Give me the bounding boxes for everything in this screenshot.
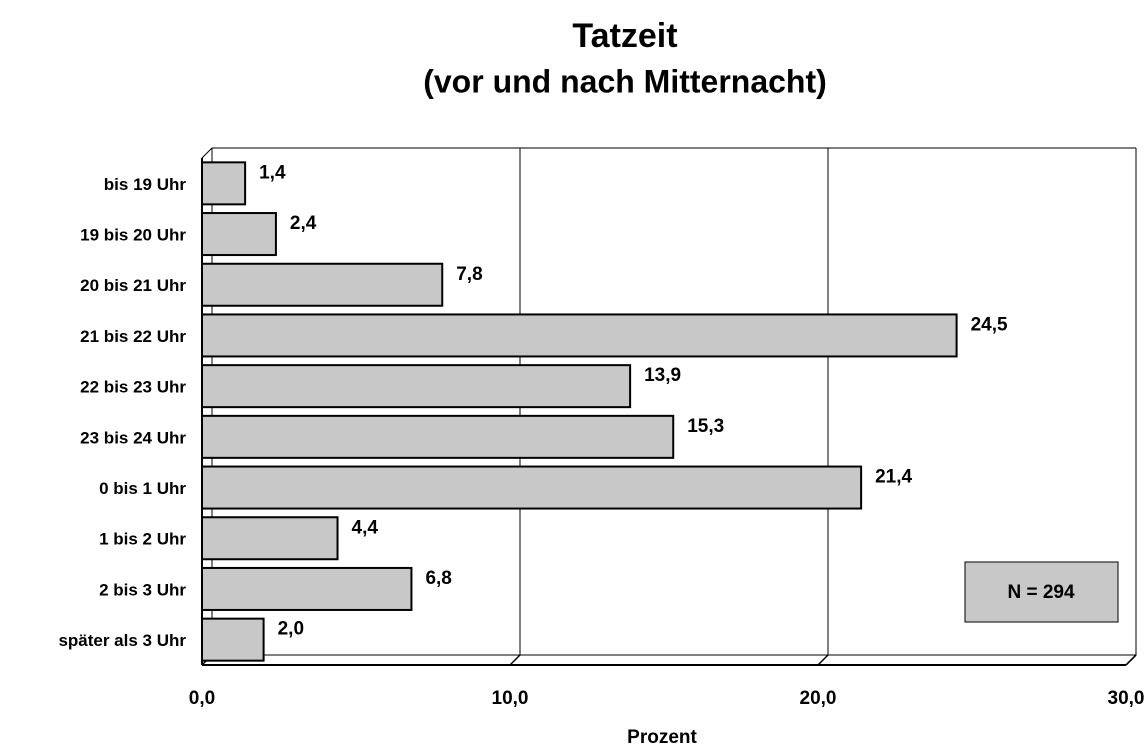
y-tick-label: 0 bis 1 Uhr [99, 479, 186, 498]
value-label: 2,0 [278, 619, 304, 640]
bar [201, 212, 277, 257]
y-tick-label: 23 bis 24 Uhr [80, 428, 186, 447]
bar [201, 161, 247, 206]
x-tick-label: 30,0 [1108, 688, 1145, 709]
x-tick [1125, 654, 1137, 666]
y-tick-label: 1 bis 2 Uhr [99, 530, 186, 549]
value-label: 1,4 [259, 162, 286, 183]
value-label: 13,9 [644, 365, 681, 386]
value-label: 15,3 [687, 416, 724, 437]
value-label: 2,4 [290, 213, 317, 234]
chart-subtitle: (vor und nach Mitternacht) [423, 63, 827, 99]
bar [201, 566, 413, 611]
annotation-box [964, 561, 1119, 623]
y-tick-label: 21 bis 22 Uhr [80, 327, 186, 346]
annotation: N = 294 [1007, 582, 1075, 603]
value-label: 24,5 [971, 314, 1008, 335]
y-tick-label: 20 bis 21 Uhr [80, 276, 186, 295]
x-tick-label: 20,0 [800, 688, 837, 709]
bar [201, 516, 339, 561]
plot-frame [201, 147, 213, 159]
bar [201, 414, 675, 459]
y-tick-label: später als 3 Uhr [58, 631, 186, 650]
y-tick-label: 19 bis 20 Uhr [80, 226, 186, 245]
x-tick [509, 654, 521, 666]
bar [201, 617, 265, 662]
value-label: 7,8 [456, 264, 482, 285]
x-axis-label: Prozent [627, 727, 697, 748]
x-tick-label: 10,0 [492, 688, 529, 709]
y-tick-label: bis 19 Uhr [104, 175, 187, 194]
bar [201, 262, 444, 307]
y-tick-label: 22 bis 23 Uhr [80, 378, 186, 397]
value-label: 6,8 [425, 568, 451, 589]
value-label: 21,4 [875, 467, 912, 488]
y-tick-label: 2 bis 3 Uhr [99, 580, 186, 599]
x-tick-label: 0,0 [189, 688, 215, 709]
bar [201, 465, 863, 510]
bar [201, 364, 632, 409]
bar [201, 313, 958, 358]
value-label: 4,4 [352, 517, 379, 538]
chart-title: Tatzeit [572, 17, 677, 55]
x-tick [817, 654, 829, 666]
